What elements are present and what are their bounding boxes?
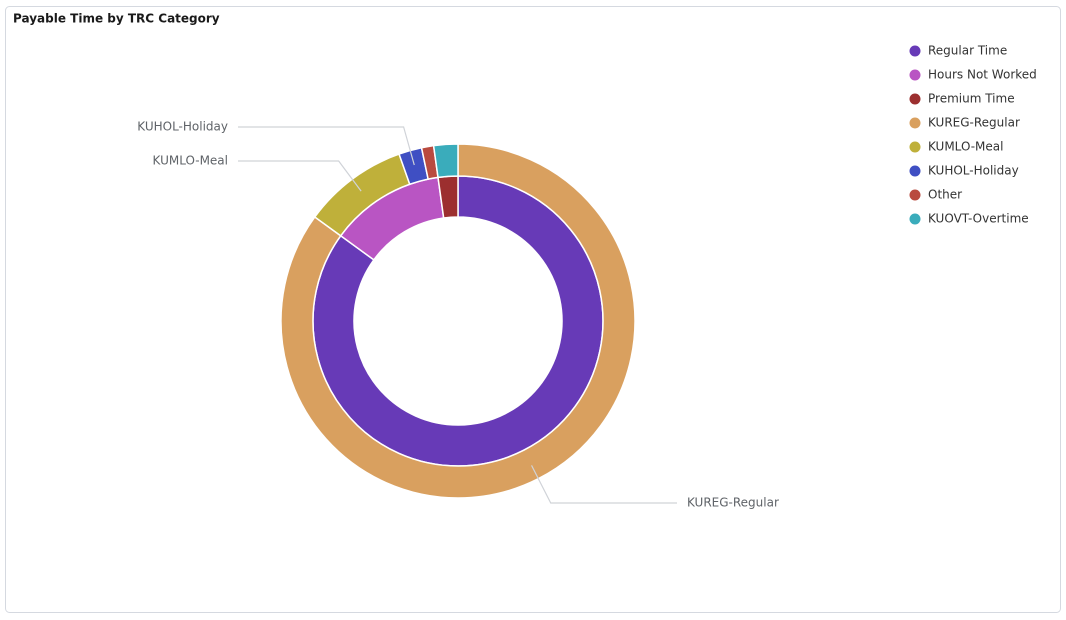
legend-swatch bbox=[909, 117, 921, 129]
rings bbox=[280, 143, 636, 499]
legend-swatch bbox=[909, 213, 921, 225]
legend-item[interactable]: Other bbox=[909, 188, 963, 202]
legend-item[interactable]: Regular Time bbox=[909, 44, 1008, 58]
legend-label: KUHOL-Holiday bbox=[928, 164, 1019, 178]
leader-line bbox=[238, 160, 362, 192]
outer-slice[interactable] bbox=[280, 143, 636, 499]
slice-label: KUREG-Regular bbox=[687, 496, 779, 510]
outer-slice[interactable] bbox=[432, 143, 459, 179]
legend-item[interactable]: KUHOL-Holiday bbox=[909, 164, 1019, 178]
legend-item[interactable]: KUREG-Regular bbox=[909, 116, 1020, 130]
legend-label: Other bbox=[928, 188, 962, 202]
slice-label: KUHOL-Holiday bbox=[137, 120, 228, 134]
legend-swatch bbox=[909, 45, 921, 57]
leaders bbox=[238, 126, 677, 504]
legend-label: KUMLO-Meal bbox=[928, 140, 1003, 154]
legend-swatch bbox=[909, 93, 921, 105]
legend: Regular Time Hours Not Worked Premium Time… bbox=[909, 44, 1037, 226]
legend-label: KUREG-Regular bbox=[928, 116, 1020, 130]
legend-label: Hours Not Worked bbox=[928, 68, 1037, 82]
legend-item[interactable]: Hours Not Worked bbox=[909, 68, 1037, 82]
leader-line bbox=[238, 126, 415, 166]
legend-item[interactable]: KUMLO-Meal bbox=[909, 140, 1004, 154]
chart-title: Payable Time by TRC Category bbox=[13, 12, 220, 26]
legend-label: Regular Time bbox=[928, 44, 1007, 58]
legend-swatch bbox=[909, 165, 921, 177]
legend-label: KUOVT-Overtime bbox=[928, 212, 1029, 226]
panel bbox=[5, 6, 1061, 613]
legend-label: Premium Time bbox=[928, 92, 1015, 106]
legend-swatch bbox=[909, 189, 921, 201]
legend-swatch bbox=[909, 141, 921, 153]
legend-swatch bbox=[909, 69, 921, 81]
legend-item[interactable]: Premium Time bbox=[909, 92, 1015, 106]
legend-item[interactable]: KUOVT-Overtime bbox=[909, 212, 1029, 226]
slice-label: KUMLO-Meal bbox=[153, 154, 228, 168]
leader-line bbox=[531, 465, 677, 504]
